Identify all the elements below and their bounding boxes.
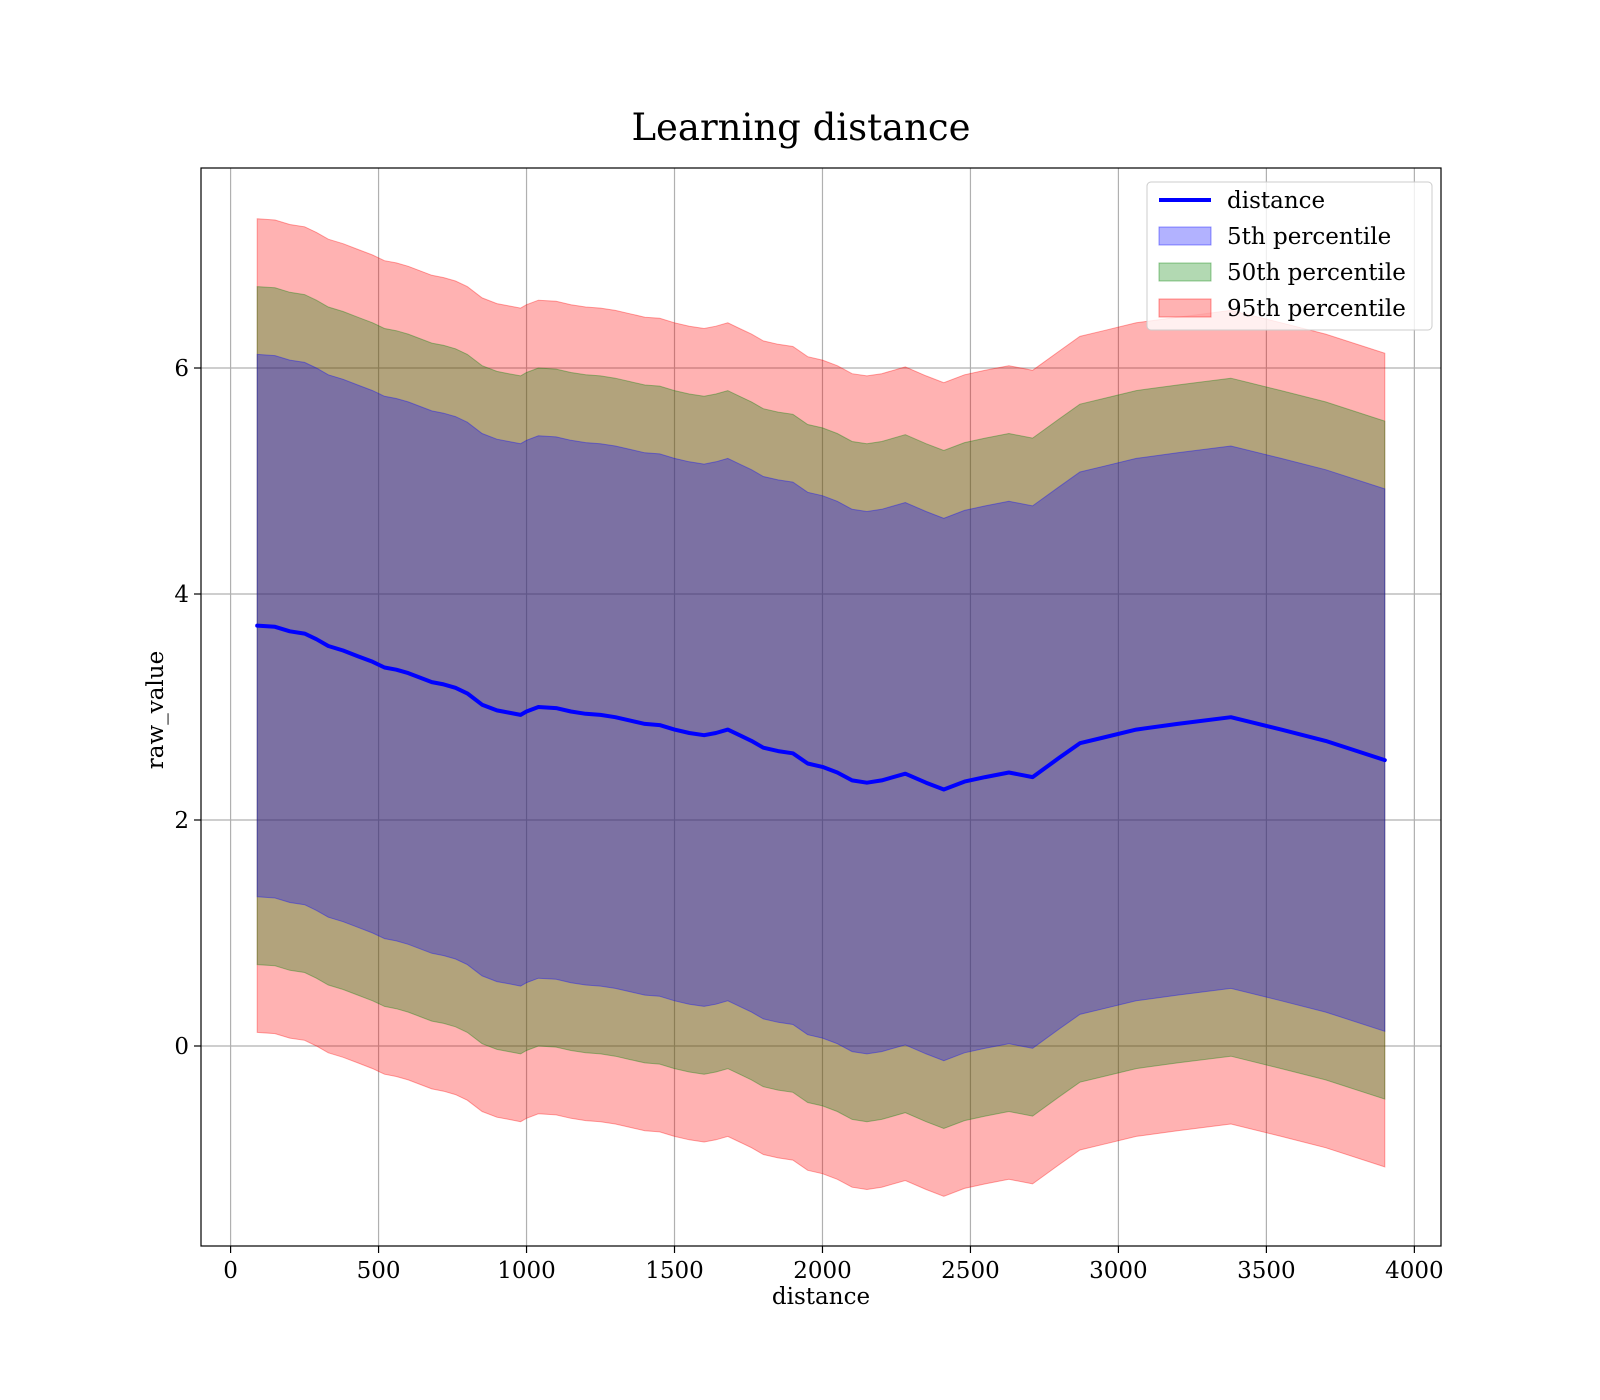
- x-tick-label: 0: [223, 1258, 238, 1284]
- series-lines: [255, 623, 1387, 792]
- x-tick-label: 1000: [497, 1258, 556, 1284]
- y-tick-label: 0: [174, 1034, 189, 1060]
- x-tick-label: 2000: [793, 1258, 852, 1284]
- legend-label: 50th percentile: [1227, 260, 1406, 286]
- grid-lines: [201, 168, 1441, 1246]
- x-axis-label: distance: [772, 1284, 870, 1310]
- percentile-bands: [256, 218, 1386, 1197]
- legend-swatch-patch: [1158, 298, 1212, 318]
- x-tick-label: 3000: [1089, 1258, 1148, 1284]
- x-tick-label: 1500: [645, 1258, 704, 1284]
- band-95th-percentile: [256, 218, 1386, 1197]
- x-tick-label: 500: [357, 1258, 401, 1284]
- series-line-distance: [255, 623, 1387, 792]
- legend-frame: [1146, 181, 1433, 331]
- plot-frame: [200, 167, 1442, 1247]
- legend-label: 5th percentile: [1227, 224, 1391, 250]
- y-axis-ticks: 0 2 4 6: [174, 356, 201, 1060]
- x-axis-ticks: 0 500 1000 1500 2000 2500 3000 3500 4000: [223, 1246, 1444, 1284]
- x-tick-label: 4000: [1385, 1258, 1444, 1284]
- x-tick-label: 2500: [941, 1258, 1000, 1284]
- x-tick-label: 3500: [1237, 1258, 1296, 1284]
- legend-label: 95th percentile: [1227, 296, 1406, 322]
- legend: distance 5th percentile 50th percentile 95t…: [1146, 181, 1433, 331]
- y-tick-label: 2: [174, 808, 189, 834]
- band-50th-percentile: [256, 286, 1386, 1130]
- legend-label: distance: [1227, 188, 1325, 214]
- y-tick-label: 4: [174, 582, 189, 608]
- legend-swatch-patch: [1158, 226, 1212, 246]
- chart-title: Learning distance: [631, 106, 970, 149]
- y-axis-label: raw_value: [143, 651, 169, 769]
- y-tick-label: 6: [174, 356, 189, 382]
- legend-swatch-patch: [1158, 262, 1212, 282]
- band-5th-percentile: [256, 353, 1386, 1062]
- legend-items: distance 5th percentile 50th percentile 95t…: [1158, 188, 1406, 322]
